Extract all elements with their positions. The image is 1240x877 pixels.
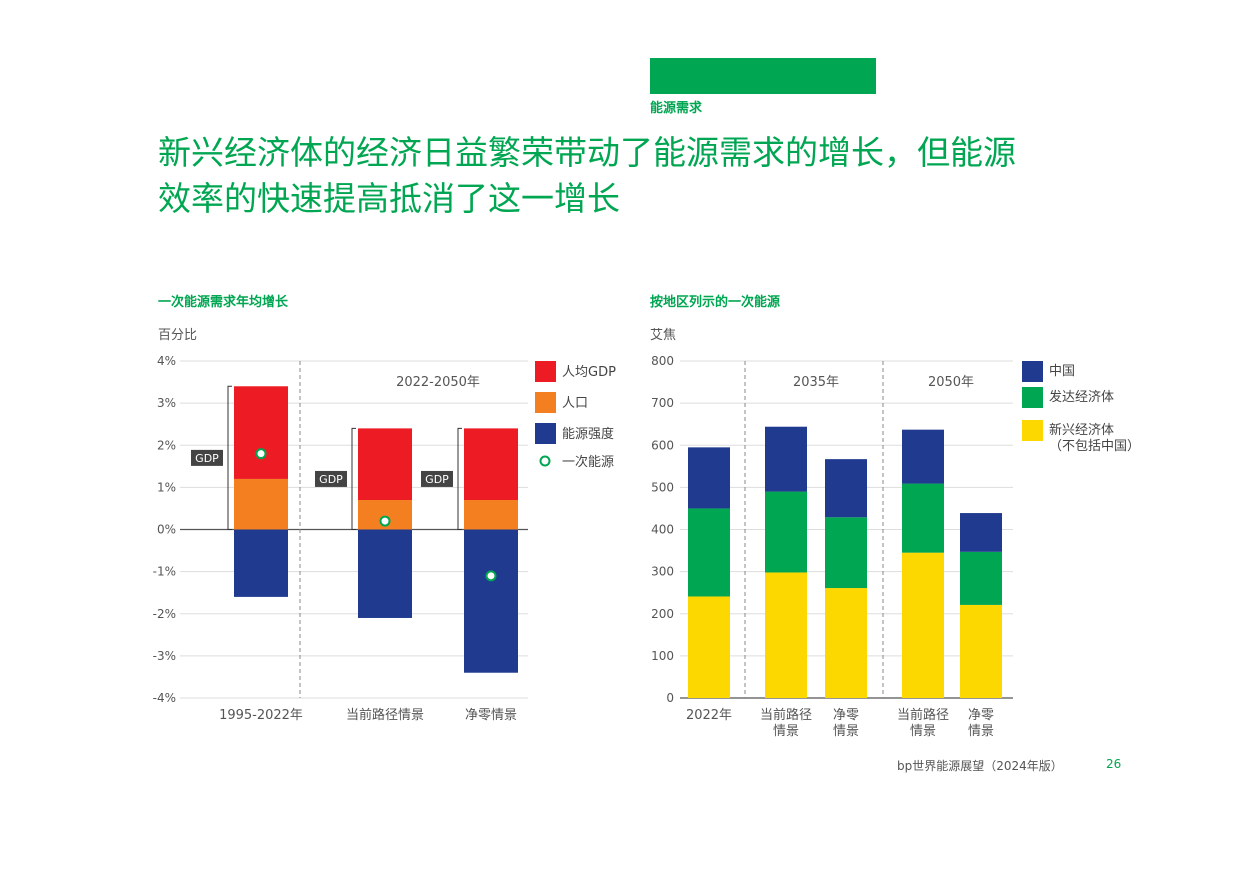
left-chart-title: 一次能源需求年均增长 [158,295,289,310]
legend-swatch [535,392,556,413]
marker-primary-energy [485,570,497,582]
legend-label: 一次能源 [562,454,614,470]
y-tick-label: 400 [651,523,674,537]
gdp-bracket [457,427,462,530]
right-chart-title: 按地区列示的一次能源 [650,295,781,310]
y-tick-label: 100 [651,649,674,663]
y-tick-label: 1% [157,480,176,494]
bar-emerging [960,604,1002,698]
x-category-label: 情景 [773,724,799,739]
gdp-bracket-label: GDP [319,473,343,486]
footer-text: bp世界能源展望（2024年版） [897,759,1063,773]
bar-developed [902,483,944,553]
x-category-label: 当前路径 [760,707,812,723]
y-tick-label: 300 [651,565,674,579]
marker-primary-energy [255,448,267,460]
section-label: 能源需求 [650,101,703,116]
legend-swatch [1022,420,1043,441]
bar-developed [825,517,867,589]
legend-label: 人均GDP [562,365,616,380]
bar-gdp-per-capita [234,386,288,479]
legend-label: 人口 [562,396,588,411]
bar-energy-intensity [358,529,412,618]
y-tick-label: -1% [153,565,176,579]
x-category-label: 净零 [968,708,994,723]
bar-china [825,459,867,518]
bar-developed [765,491,807,573]
y-tick-label: -4% [153,691,176,705]
y-tick-label: 4% [157,354,176,368]
y-tick-label: 0 [666,691,674,705]
gdp-bracket-label: GDP [195,452,219,465]
period-label: 2022-2050年 [396,375,480,390]
legend-swatch [535,361,556,382]
bar-emerging [825,588,867,698]
legend-swatch [535,423,556,444]
bar-population [464,500,518,530]
bar-energy-intensity [234,529,288,597]
right-chart: 800 700 600 500 400 300 200 100 0 2035年 2050年 2022年… [651,354,1140,739]
y-tick-label: 600 [651,438,674,452]
left-chart-unit: 百分比 [158,328,198,343]
x-category-label: 当前路径 [897,707,949,723]
legend-marker [539,455,551,467]
page-title-line-2: 效率的快速提高抵消了这一增长 [158,179,620,218]
gdp-bracket-label: GDP [425,473,449,486]
x-category-label: 1995-2022年 [219,708,303,723]
group-label: 2050年 [928,375,974,390]
legend-swatch [1022,361,1043,382]
right-chart-unit: 艾焦 [650,328,677,343]
legend-label: （不包括中国） [1049,439,1140,454]
x-category-label: 情景 [968,724,994,739]
bar-energy-intensity [464,529,518,673]
x-category-label: 净零情景 [465,708,517,723]
gdp-bracket [227,385,232,530]
bar-china [688,447,730,509]
bar-population [234,478,288,530]
legend-label: 发达经济体 [1049,389,1114,405]
left-chart: 4% 3% 2% 1% 0% -1% -2% -3% -4% 2022-2050年 GDP 1995-… [153,354,616,723]
y-tick-label: -2% [153,607,176,621]
bar-china [902,429,944,484]
legend-label: 新兴经济体 [1049,422,1114,438]
bar-developed [960,551,1002,605]
bar-china [960,513,1002,552]
page-number: 26 [1106,757,1122,771]
page-title: 新兴经济体的经济日益繁荣带动了能源需求的增长，但能源 效率的快速提高抵消了这一增… [158,130,1078,222]
bar-emerging [902,552,944,698]
x-category-label: 情景 [833,724,859,739]
y-tick-label: 200 [651,607,674,621]
x-category-label: 情景 [910,724,936,739]
marker-primary-energy [379,515,391,527]
x-category-label: 净零 [833,708,859,723]
y-tick-label: 0% [157,523,176,537]
legend-label: 中国 [1049,364,1075,379]
y-tick-label: 800 [651,354,674,368]
gdp-bracket-badge [315,470,347,487]
gdp-bracket [351,427,356,530]
bar-emerging [765,572,807,698]
gdp-bracket-badge [191,449,223,466]
bar-emerging [688,596,730,698]
bar-gdp-per-capita [464,428,518,501]
x-category-label: 2022年 [686,708,732,723]
group-label: 2035年 [793,375,839,390]
y-tick-label: 3% [157,396,176,410]
legend-swatch [1022,387,1043,408]
page-title-line-1: 新兴经济体的经济日益繁荣带动了能源需求的增长，但能源 [158,133,1016,172]
bar-china [765,426,807,492]
gdp-bracket-badge [421,470,453,487]
y-tick-label: 700 [651,396,674,410]
bar-developed [688,508,730,597]
header-accent-bar [650,58,876,94]
legend-label: 能源强度 [562,426,614,442]
x-category-label: 当前路径情景 [346,707,424,723]
y-tick-label: -3% [153,649,176,663]
bar-gdp-per-capita [358,428,412,501]
y-tick-label: 2% [157,438,176,452]
y-tick-label: 500 [651,480,674,494]
